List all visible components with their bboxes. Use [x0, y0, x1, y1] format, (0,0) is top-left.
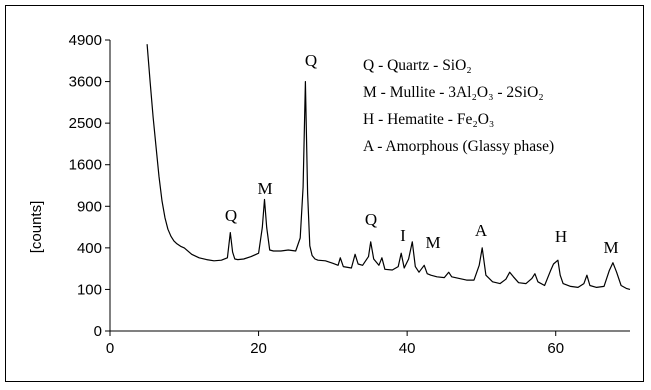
peak-label: M — [425, 233, 440, 252]
legend-entry: A - Amorphous (Glassy phase) — [363, 138, 554, 155]
x-tick-label: 60 — [547, 340, 564, 357]
axes — [109, 40, 630, 332]
peak-label: M — [603, 238, 618, 257]
y-axis-label: [counts] — [28, 201, 45, 254]
peak-label: Q — [305, 51, 317, 70]
xrd-pattern-line — [146, 44, 631, 290]
y-tick-label: 400 — [77, 240, 102, 257]
peak-label: H — [555, 227, 567, 246]
peak-label: M — [257, 179, 272, 198]
series — [146, 44, 631, 290]
peak-label: I — [400, 226, 406, 245]
x-tick-label: 0 — [106, 340, 114, 357]
peak-label: Q — [225, 206, 237, 225]
legend-entry: M - Mullite - 3Al₂O₃ - 2SiO₂ — [363, 84, 544, 101]
x-tick-label: 20 — [250, 340, 267, 357]
y-tick-label: 4900 — [69, 32, 102, 49]
peak-label: A — [475, 221, 488, 240]
y-tick-label: 0 — [94, 323, 102, 340]
legend: Q - Quartz - SiO₂ M - Mullite - 3Al₂O₃ - … — [363, 57, 554, 155]
y-ticks: 0 100 400 900 1600 2500 3600 4900 — [69, 32, 110, 340]
chart-frame — [5, 5, 644, 382]
legend-entry: Q - Quartz - SiO₂ — [363, 57, 472, 74]
legend-entry: H - Hematite - Fe₂O₃ — [363, 111, 494, 128]
x-tick-label: 40 — [399, 340, 416, 357]
y-tick-label: 3600 — [69, 74, 102, 91]
y-tick-label: 2500 — [69, 115, 102, 132]
y-tick-label: 900 — [77, 198, 102, 215]
y-tick-label: 100 — [77, 281, 102, 298]
y-tick-label: 1600 — [69, 157, 102, 174]
peak-label: Q — [365, 210, 377, 229]
x-ticks: 0 20 40 60 — [106, 331, 564, 357]
